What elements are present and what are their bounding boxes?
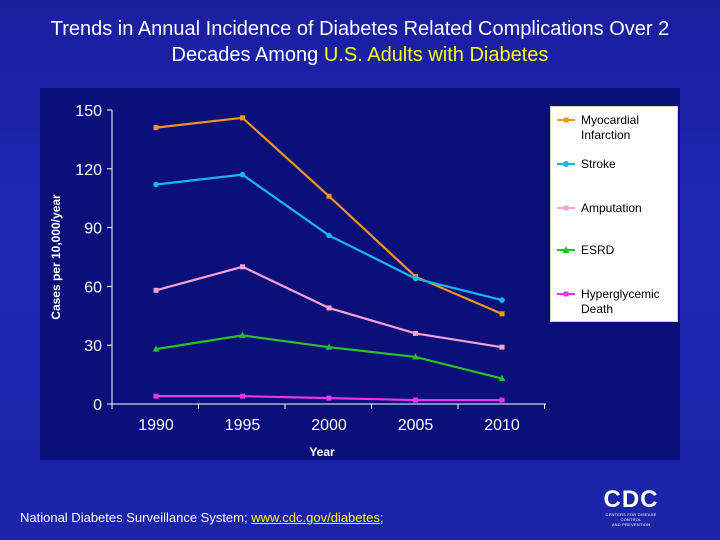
legend-label-0: Myocardial Infarction [581, 113, 640, 142]
data-point-4-1 [240, 393, 245, 399]
data-point-1-1 [239, 171, 246, 178]
cdc-logo: CDC CENTERS FOR DISEASE CONTROL AND PREV… [600, 486, 662, 528]
data-point-0-4 [499, 311, 505, 317]
legend-swatch-2 [557, 205, 575, 211]
data-point-3-2 [325, 343, 333, 350]
x-tick-label-2: 2000 [311, 417, 347, 434]
footer-source: National Diabetes Surveillance System; w… [20, 510, 383, 525]
chart-legend: Myocardial Infarction Stroke Amputation ESR… [550, 106, 678, 322]
series-line-0 [155, 116, 503, 315]
data-point-4-0 [153, 393, 159, 399]
data-point-4-4 [499, 397, 505, 403]
data-point-0-1 [240, 115, 245, 121]
slide-title: Trends in Annual Incidence of Diabetes R… [20, 16, 700, 68]
title-line-1: Trends in Annual Incidence of Diabetes R… [50, 18, 670, 40]
legend-swatch-3 [557, 246, 575, 253]
legend-swatch-1 [557, 161, 575, 167]
footer-suffix: ; [379, 510, 384, 525]
title-line-2: Decades Among U.S. Adults with Diabetes [20, 42, 700, 68]
data-point-3-0 [152, 345, 160, 352]
logo-subtext-1: CENTERS FOR DISEASE CONTROL [605, 512, 657, 522]
y-tick-label-1: 30 [84, 338, 102, 355]
data-point-0-0 [153, 125, 159, 131]
x-tick-label-1: 1995 [225, 417, 261, 434]
legend-swatch-4 [557, 291, 575, 297]
legend-swatch-marker-4 [563, 291, 569, 297]
data-point-1-2 [326, 232, 332, 239]
legend-label-2: Amputation [581, 201, 642, 215]
x-axis-title: Year [309, 445, 335, 459]
legend-label-1: Stroke [581, 157, 616, 171]
y-tick-label-3: 90 [84, 221, 102, 238]
data-point-3-3 [412, 353, 419, 360]
data-point-4-3 [413, 397, 418, 403]
y-tick-label-5: 150 [75, 103, 102, 120]
data-point-2-1 [240, 264, 245, 270]
logo-text: CDC [603, 486, 659, 513]
title-highlight: U.S. Adults with Diabetes [323, 44, 549, 66]
legend-swatch-0 [557, 117, 575, 123]
y-tick-label-0: 0 [93, 397, 102, 414]
data-point-2-4 [499, 344, 505, 350]
logo-subtext-2: AND PREVENTION [611, 522, 651, 527]
y-axis-title: Cases per 10,000/year [49, 194, 63, 320]
title-line-2-prefix: Decades Among [171, 44, 324, 66]
data-point-1-3 [412, 275, 419, 282]
data-point-2-0 [153, 287, 159, 293]
data-point-4-2 [326, 395, 332, 401]
data-point-1-4 [499, 297, 505, 303]
legend-swatch-marker-1 [563, 161, 569, 167]
y-tick-label-2: 60 [84, 279, 102, 296]
data-point-3-4 [498, 374, 506, 382]
legend-swatch-marker-3 [562, 246, 570, 253]
data-point-0-2 [326, 193, 332, 199]
legend-swatch-marker-2 [563, 205, 569, 211]
footer-source-text: National Diabetes Surveillance System; [20, 510, 252, 525]
data-point-2-2 [326, 305, 332, 311]
data-point-1-0 [153, 181, 159, 188]
x-tick-label-4: 2010 [484, 417, 520, 434]
y-tick-label-4: 120 [75, 162, 102, 179]
data-point-2-3 [413, 330, 418, 336]
data-point-3-1 [239, 331, 246, 338]
x-tick-label-3: 2005 [398, 417, 434, 434]
legend-swatch-marker-0 [563, 117, 569, 123]
series-line-3 [155, 334, 503, 380]
footer-link[interactable]: www.cdc.gov/diabetes [251, 510, 380, 525]
legend-label-4: Hyperglycemic Death [581, 287, 660, 316]
x-tick-label-0: 1990 [138, 417, 174, 434]
legend-label-3: ESRD [581, 243, 615, 257]
